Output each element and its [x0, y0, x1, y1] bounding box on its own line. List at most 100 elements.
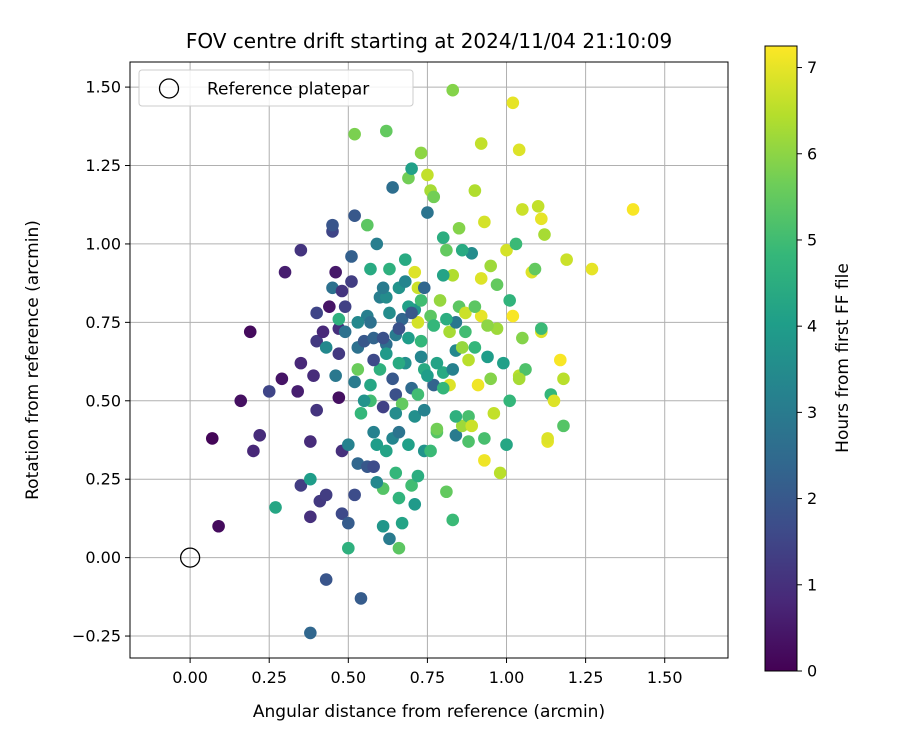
- scatter-point: [478, 432, 491, 445]
- scatter-point: [427, 190, 441, 204]
- plot-frame: [129, 61, 729, 659]
- legend-label-reference-platepar: Reference platepar: [207, 80, 369, 100]
- scatter-point: [361, 218, 374, 232]
- scatter-point: [478, 454, 491, 467]
- scatter-point: [351, 363, 365, 376]
- scatter-point: [446, 83, 460, 97]
- scatter-point: [411, 316, 425, 329]
- y-tick-label: 0.00: [85, 548, 121, 567]
- scatter-point: [310, 403, 323, 417]
- scatter-point: [392, 541, 406, 555]
- scatter-point: [465, 247, 479, 260]
- scatter-point: [436, 366, 450, 379]
- scatter-point: [342, 541, 355, 555]
- scatter-point: [497, 356, 510, 370]
- scatter-point: [392, 425, 406, 439]
- scatter-point: [398, 275, 412, 288]
- scatter-point: [348, 209, 361, 223]
- colorbar-tick-label: 0: [807, 662, 817, 681]
- scatter-point: [389, 466, 403, 480]
- scatter-point: [417, 403, 431, 417]
- scatter-point: [481, 350, 494, 364]
- scatter-point: [626, 203, 640, 216]
- scatter-point: [459, 306, 472, 320]
- scatter-point: [294, 243, 308, 257]
- scatter-point: [247, 444, 260, 458]
- scatter-point: [459, 325, 472, 339]
- scatter-point: [484, 259, 497, 273]
- colorbar-tick-label: 7: [807, 58, 817, 77]
- scatter-point: [408, 410, 422, 423]
- scatter-point: [389, 407, 403, 420]
- scatter-point: [329, 369, 342, 382]
- scatter-point: [370, 237, 384, 251]
- scatter-point: [554, 353, 567, 367]
- scatter-point: [402, 438, 415, 451]
- scatter-point: [243, 325, 257, 339]
- scatter-point: [367, 331, 380, 345]
- scatter-point: [386, 181, 399, 194]
- colorbar: 0 1 2 3 4 5 6 7 Hours from first FF file: [764, 45, 853, 681]
- scatter-point: [414, 146, 428, 160]
- y-axis-ticks: −0.25 0.00 0.25 0.50 0.75 1.00 1.25 1.50: [72, 78, 130, 646]
- scatter-point: [462, 353, 475, 367]
- scatter-point: [386, 372, 399, 386]
- scatter-point: [310, 306, 323, 320]
- y-tick-label: −0.25: [72, 627, 121, 646]
- scatter-point: [392, 491, 406, 505]
- scatter-point: [414, 294, 428, 307]
- scatter-point: [436, 269, 450, 282]
- scatter-point: [478, 215, 491, 229]
- scatter-point: [421, 168, 434, 182]
- scatter-point: [449, 428, 463, 442]
- scatter-point: [291, 385, 304, 398]
- scatter-point: [424, 444, 437, 458]
- scatter-point: [345, 250, 358, 263]
- scatter-point: [234, 394, 248, 408]
- scatter-point: [354, 592, 368, 605]
- scatter-point: [446, 363, 460, 376]
- scatter-point: [535, 212, 548, 226]
- scatter-point: [348, 127, 361, 141]
- scatter-point: [446, 513, 460, 527]
- colorbar-tick-label: 2: [807, 489, 817, 508]
- scatter-point: [304, 435, 317, 448]
- scatter-point: [452, 221, 466, 235]
- scatter-point: [379, 124, 393, 138]
- scatter-point: [367, 460, 380, 473]
- scatter-point: [316, 325, 330, 339]
- scatter-point: [389, 388, 403, 401]
- y-tick-label: 1.50: [85, 78, 121, 97]
- scatter-point: [335, 507, 349, 521]
- scatter-point: [484, 372, 497, 386]
- scatter-point: [512, 372, 526, 386]
- scatter-point: [430, 422, 444, 436]
- y-axis-label: Rotation from reference (arcmin): [23, 220, 43, 500]
- scatter-point: [392, 322, 406, 335]
- scatter-point: [408, 265, 422, 279]
- scatter-point: [304, 472, 317, 486]
- scatter-point: [468, 300, 482, 313]
- scatter-point: [440, 243, 453, 257]
- grid-lines: [130, 62, 728, 658]
- scatter-point: [417, 281, 431, 295]
- scatter-point: [205, 432, 219, 445]
- x-tick-label: 1.50: [647, 668, 683, 687]
- scatter-point: [370, 476, 384, 489]
- scatter-point: [405, 162, 418, 175]
- scatter-point: [319, 341, 333, 354]
- scatter-point: [398, 253, 412, 266]
- scatter-point: [427, 319, 441, 332]
- scatter-point: [329, 265, 342, 279]
- y-tick-label: 1.25: [85, 156, 121, 175]
- scatter-point: [474, 272, 488, 285]
- scatter-point: [212, 519, 225, 533]
- colorbar-bar: [764, 45, 798, 672]
- scatter-point: [383, 262, 396, 276]
- scatter-point: [411, 388, 425, 401]
- scatter-point: [354, 407, 368, 420]
- scatter-point: [373, 363, 387, 376]
- legend: Reference platepar: [138, 69, 414, 107]
- scatter-point: [471, 378, 485, 392]
- scatter-point: [319, 488, 333, 502]
